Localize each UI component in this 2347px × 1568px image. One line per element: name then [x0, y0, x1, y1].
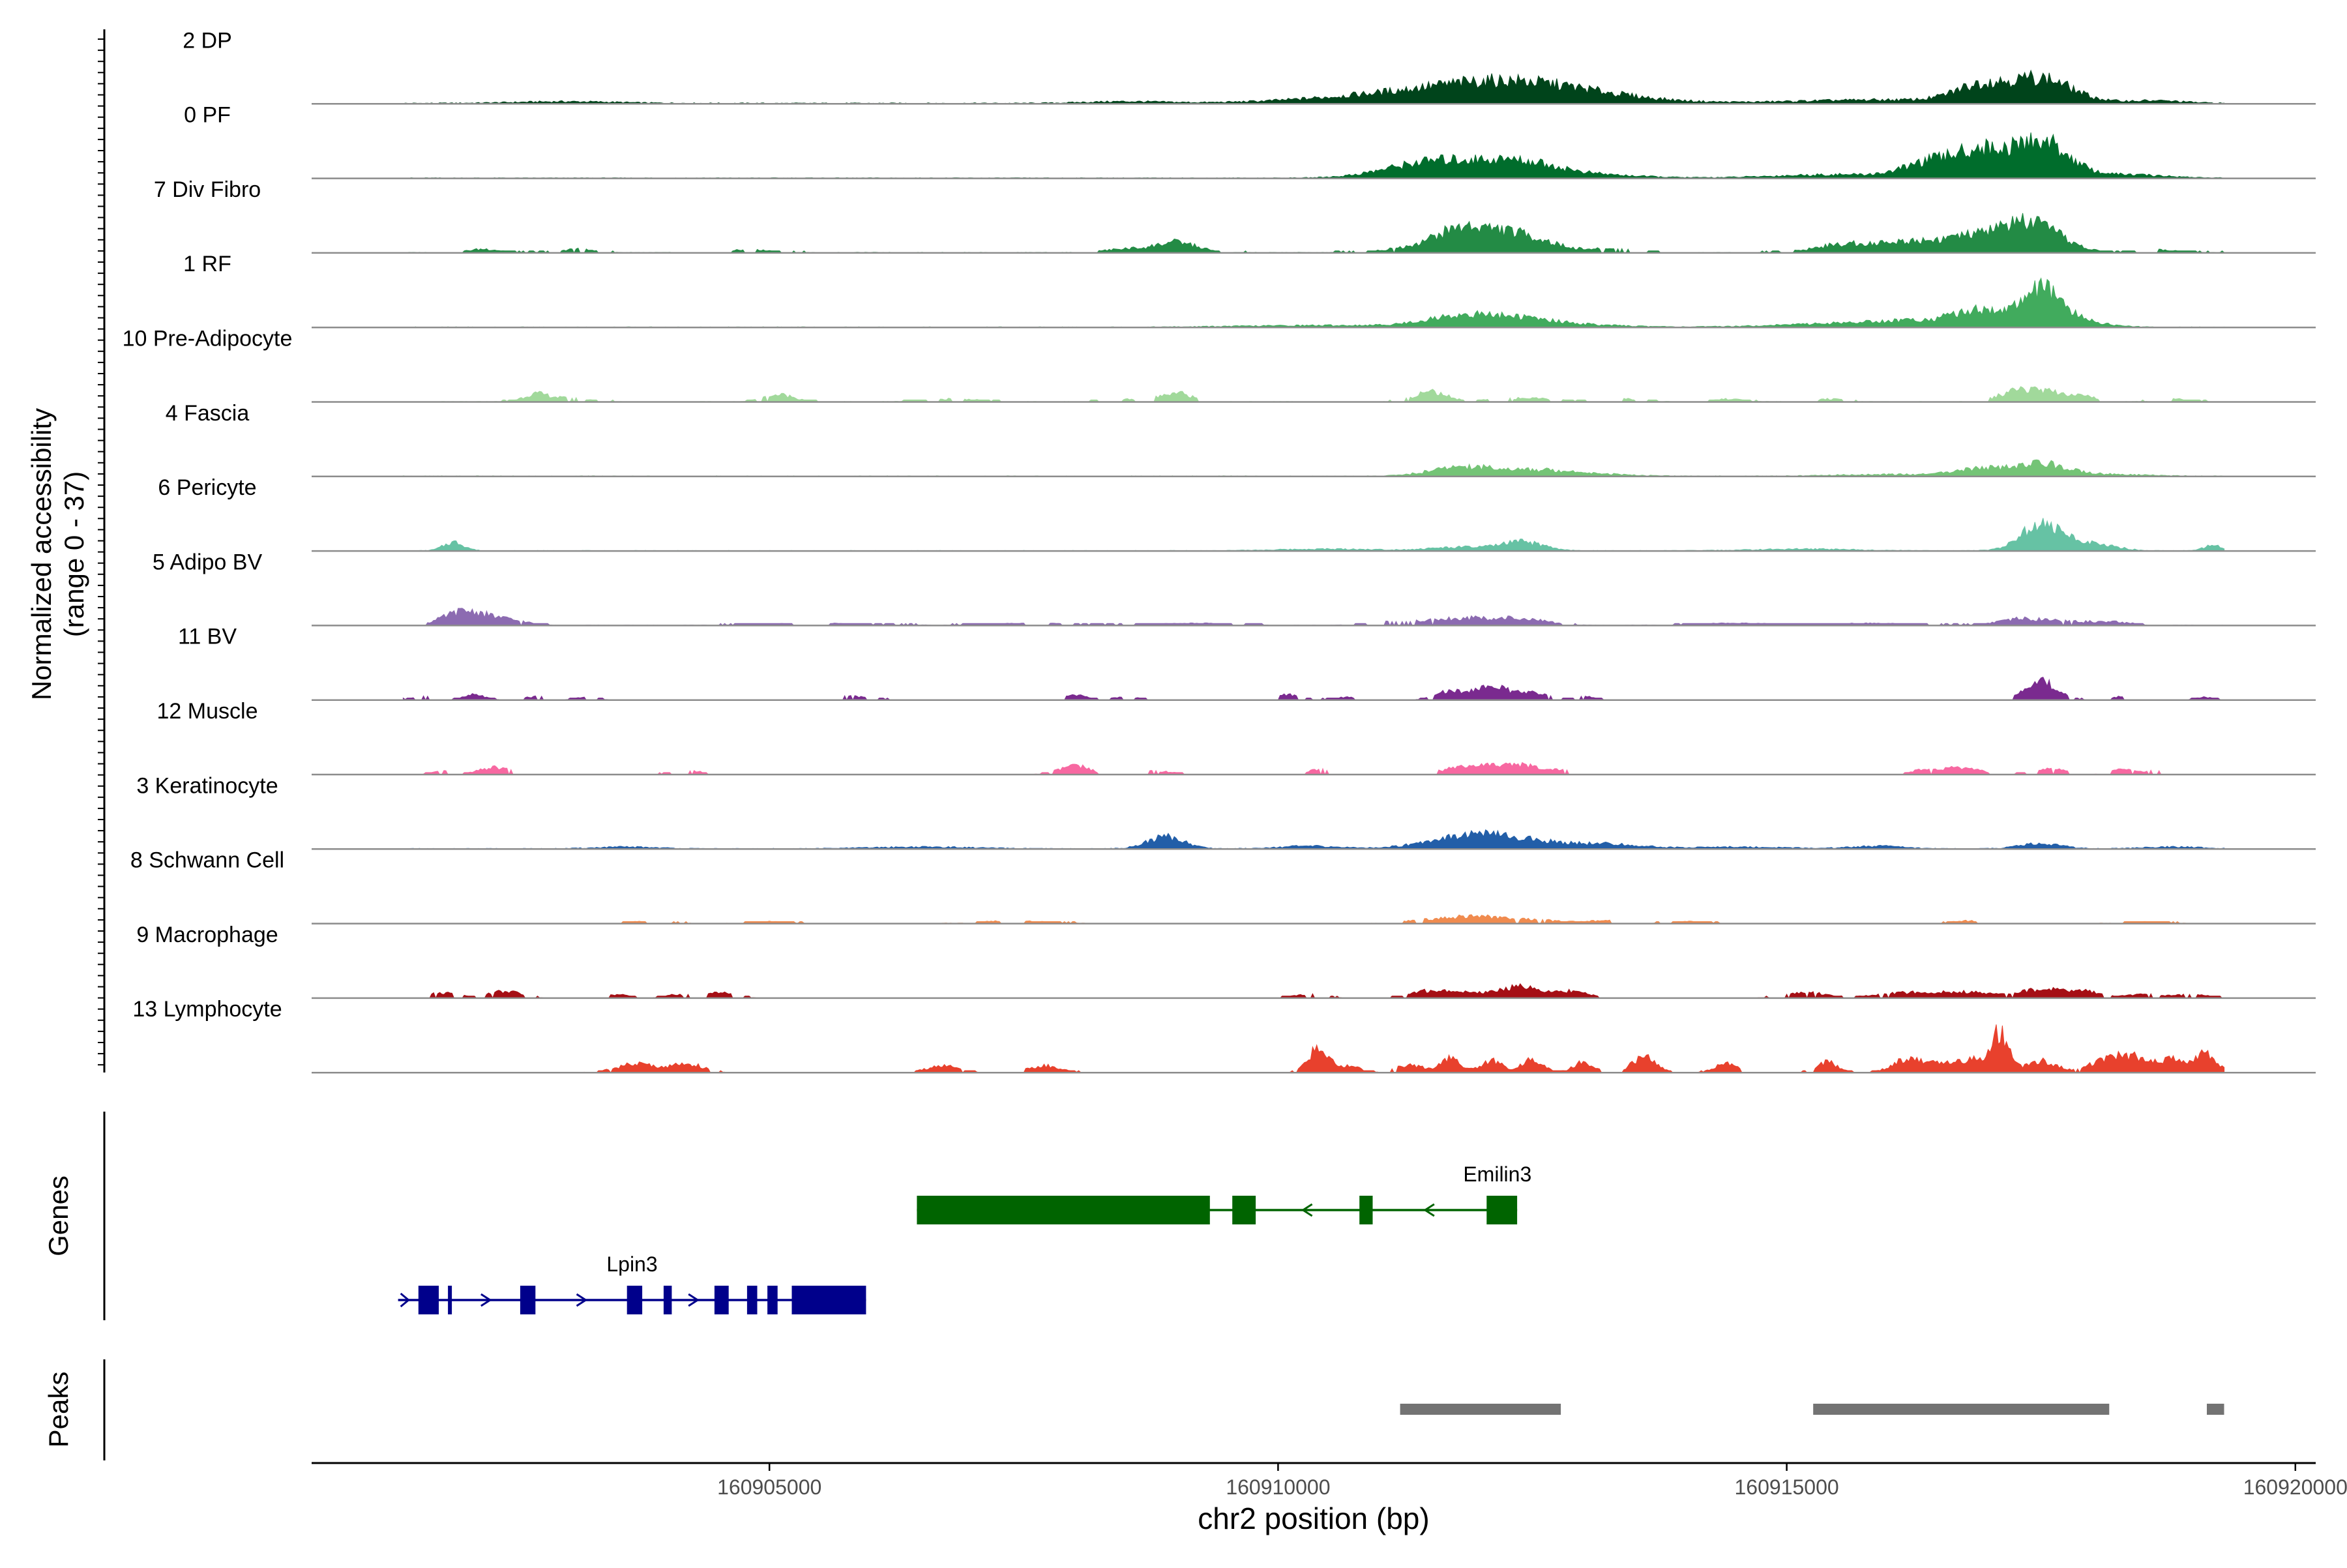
exon: [714, 1286, 729, 1314]
exon: [1232, 1196, 1256, 1224]
track-label: 5 Adipo BV: [153, 550, 263, 574]
peak-region: [1813, 1404, 2110, 1415]
exon: [627, 1286, 643, 1314]
coverage-area: [402, 829, 2225, 850]
x-tick-label: 160920000: [2243, 1475, 2347, 1499]
exon: [1359, 1196, 1373, 1224]
track-label: 0 PF: [184, 103, 231, 128]
coverage-area: [403, 983, 2224, 999]
coverage-area: [402, 914, 2225, 925]
track-10: 12 Muscle: [157, 699, 2316, 776]
track-label: 11 BV: [178, 625, 237, 649]
track-3: 7 Div Fibro: [154, 177, 2316, 254]
track-label: 9 Macrophage: [136, 923, 278, 947]
coverage-area: [403, 386, 2225, 403]
exon: [520, 1286, 536, 1314]
exon: [917, 1196, 1210, 1224]
genes-axis-label: Genes: [43, 1176, 74, 1256]
y-axis-label-line2: (range 0 - 37): [59, 471, 89, 637]
track-1: 2 DP: [183, 28, 2316, 105]
track-8: 5 Adipo BV: [153, 550, 2316, 627]
track-label: 12 Muscle: [157, 699, 258, 724]
track-14: 13 Lymphocyte: [132, 997, 2316, 1074]
track-label: 13 Lymphocyte: [132, 997, 282, 1022]
track-5: 10 Pre-Adipocyte: [123, 327, 2316, 403]
exon: [418, 1286, 439, 1314]
strand-chevron: [400, 1292, 410, 1308]
track-9: 11 BV: [178, 625, 2316, 701]
track-2: 0 PF: [184, 103, 2316, 179]
track-4: 1 RF: [183, 252, 2316, 329]
track-label: 7 Div Fibro: [154, 177, 261, 202]
coverage-area: [402, 1024, 2225, 1074]
track-label: 8 Schwann Cell: [130, 848, 284, 873]
x-tick-label: 160915000: [1735, 1475, 1839, 1499]
coverage-area: [402, 69, 2225, 104]
coverage-area: [403, 132, 2225, 179]
strand-chevron: [1301, 1203, 1313, 1217]
track-label: 1 RF: [183, 252, 231, 276]
gene-track: Emilin3 Lpin3: [398, 1162, 1531, 1314]
exon: [1486, 1196, 1518, 1224]
gene-label: Lpin3: [606, 1252, 657, 1276]
y-axis-ticks: [98, 38, 104, 1066]
exon: [767, 1286, 778, 1314]
gene-emilin3: Emilin3: [917, 1162, 1531, 1224]
strand-chevron: [1423, 1203, 1435, 1217]
track-12: 8 Schwann Cell: [130, 848, 2316, 925]
gene-label: Emilin3: [1463, 1162, 1531, 1186]
strand-chevron: [688, 1293, 700, 1307]
y-axis-label-line1: Normalized accessibility: [26, 408, 57, 700]
exon: [791, 1286, 866, 1314]
strand-chevron: [480, 1293, 492, 1307]
track-label: 10 Pre-Adipocyte: [123, 327, 293, 351]
peak-region: [1400, 1404, 1561, 1415]
coverage-area: [403, 762, 2225, 776]
coverage-area: [403, 608, 2224, 627]
track-11: 3 Keratinocyte: [136, 773, 2316, 850]
exon: [746, 1286, 758, 1314]
coverage-area: [402, 459, 2225, 477]
gene-lpin3: Lpin3: [398, 1252, 866, 1314]
coverage-area: [402, 676, 2225, 701]
x-axis-label: chr2 position (bp): [1198, 1501, 1429, 1535]
peak-region: [2207, 1404, 2224, 1415]
x-tick-label: 160905000: [717, 1475, 821, 1499]
x-tick-label: 160910000: [1226, 1475, 1330, 1499]
track-label: 4 Fascia: [166, 401, 250, 426]
exon: [663, 1286, 672, 1314]
coverage-tracks: 2 DP 0 PF 7 Div Fibro 1 RF 10 Pre-Adipocyte 4…: [123, 28, 2316, 1074]
track-label: 6 Pericyte: [158, 475, 256, 500]
peaks-axis-label: Peaks: [43, 1372, 74, 1448]
exon: [448, 1286, 452, 1314]
coverage-area: [402, 213, 2225, 254]
track-6: 4 Fascia: [166, 401, 2316, 478]
coverage-area: [402, 277, 2225, 328]
track-13: 9 Macrophage: [136, 923, 2316, 999]
coverage-area: [402, 518, 2225, 552]
strand-chevron: [576, 1293, 588, 1307]
peak-track: [1400, 1404, 2224, 1415]
track-label: 3 Keratinocyte: [136, 773, 278, 798]
track-label: 2 DP: [183, 28, 232, 53]
track-7: 6 Pericyte: [158, 475, 2316, 552]
x-axis-ticks: 160905000 160910000 160915000 160920000: [717, 1463, 2347, 1499]
